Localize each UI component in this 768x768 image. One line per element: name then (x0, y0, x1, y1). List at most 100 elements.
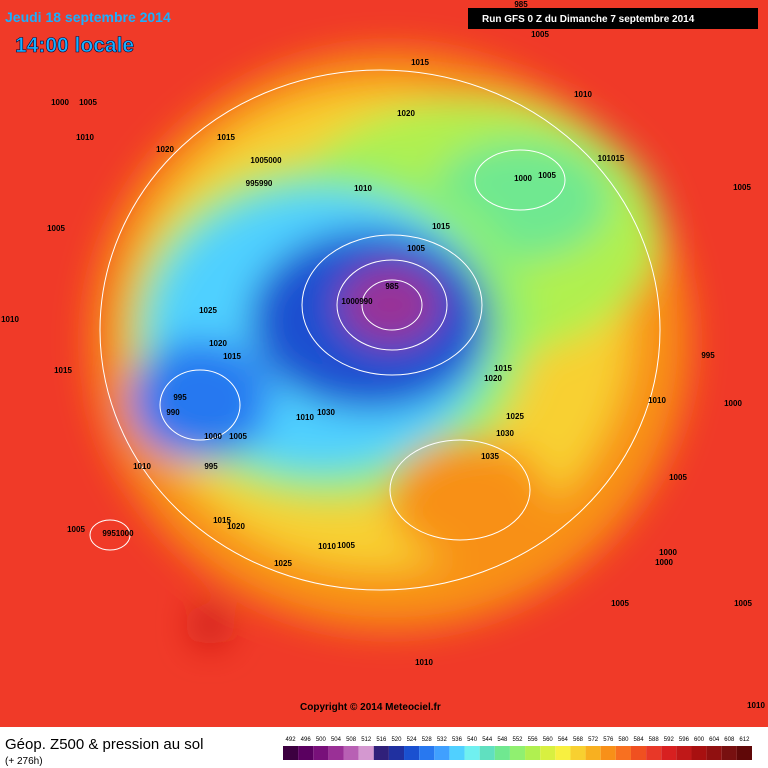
isobar-label: 1010 (574, 90, 592, 99)
isobar-label: 1030 (317, 408, 335, 417)
legend-level: 572 (588, 737, 599, 743)
legend-level: 500 (316, 737, 327, 743)
legend-level: 540 (467, 737, 478, 743)
legend-swatch (283, 746, 299, 760)
legend-level: 560 (543, 737, 554, 743)
isobar-label: 1005 (531, 30, 549, 39)
legend-swatch (585, 746, 601, 760)
legend-level: 596 (679, 737, 690, 743)
date: Jeudi 18 septembre 2014 (5, 9, 171, 25)
isobar-label: 1000990 (341, 297, 373, 306)
legend-level: 496 (301, 737, 312, 743)
isobar-label: 1005 (47, 224, 65, 233)
isobar-label: 1010 (1, 315, 19, 324)
isobar-label: 1005 (733, 183, 751, 192)
isobar-label: 1005 (337, 541, 355, 550)
legend-swatch (509, 746, 526, 760)
legend-level: 508 (346, 737, 357, 743)
isobar-label: 1015 (411, 58, 429, 67)
isobar-label: 1005 (79, 98, 97, 107)
legend-level: 564 (558, 737, 569, 743)
legend-level: 588 (649, 737, 660, 743)
isobar-label: 1010 (296, 413, 314, 422)
footer-lead: (+ 276h) (5, 756, 43, 767)
isobar-label: 985 (514, 0, 528, 9)
legend-swatch (494, 746, 510, 760)
legend-swatch (706, 746, 722, 760)
isobar-label: 1000 (724, 399, 742, 408)
legend-swatch (615, 746, 631, 760)
run-box (468, 8, 758, 29)
legend-level: 580 (618, 737, 629, 743)
legend-level: 576 (603, 737, 614, 743)
isobar-label: 1010 (76, 133, 94, 142)
isobar-label: 1020 (209, 339, 227, 348)
isobar-label: 1005000 (250, 156, 282, 165)
legend-swatch (298, 746, 314, 760)
isobar-label: 1000 (655, 558, 673, 567)
legend-level: 544 (482, 737, 493, 743)
isobar-label: 1025 (506, 412, 524, 421)
isobar-label: 1015 (494, 364, 512, 373)
legend-swatch (570, 746, 586, 760)
legend-level: 592 (664, 737, 675, 743)
isobar-label: 1010 (318, 542, 336, 551)
isobar-label: 1000 (51, 98, 69, 107)
legend-level: 584 (634, 737, 645, 743)
isobar-label: 1025 (199, 306, 217, 315)
legend-level: 492 (286, 737, 297, 743)
isobar-label: 1035 (481, 452, 499, 461)
legend-swatch (630, 746, 647, 760)
legend-swatch (313, 746, 329, 760)
legend-swatch (600, 746, 616, 760)
isobar-label: 1015 (217, 133, 235, 142)
isobar-label: 1020 (156, 145, 174, 154)
isobar-label: 1005 (538, 171, 556, 180)
legend-swatch (691, 746, 707, 760)
legend-level: 604 (709, 737, 720, 743)
legend-level: 512 (361, 737, 372, 743)
isobar-label: 1005 (67, 525, 85, 534)
isobar-label: 1000 (204, 432, 222, 441)
legend-swatch (721, 746, 737, 760)
isobar-label: 1010 (747, 701, 765, 710)
legend-swatch (373, 746, 389, 760)
isobar-label: 1030 (496, 429, 514, 438)
isobar-label: 1005 (611, 599, 629, 608)
legend-level: 516 (376, 737, 387, 743)
isobar-label: 1005 (734, 599, 752, 608)
legend-level: 600 (694, 737, 705, 743)
isobar-label: 1015 (54, 366, 72, 375)
legend-swatch (449, 746, 465, 760)
isobar-label: 990 (166, 408, 180, 417)
legend-swatch (676, 746, 692, 760)
legend-swatch (479, 746, 495, 760)
legend-swatch (464, 746, 480, 760)
legend-level: 504 (331, 737, 342, 743)
legend-level: 568 (573, 737, 584, 743)
legend-swatch (736, 746, 752, 760)
isobar-label: 101015 (598, 154, 625, 163)
isobar-label: 1010 (133, 462, 151, 471)
legend-swatch (419, 746, 435, 760)
legend-swatch (555, 746, 571, 760)
isobar-label: 1020 (484, 374, 502, 383)
legend-level: 608 (724, 737, 735, 743)
legend-swatch (434, 746, 450, 760)
isobar-label: 9951000 (102, 529, 134, 538)
isobar-label: 1015 (432, 222, 450, 231)
legend-swatch (358, 746, 374, 760)
legend-level: 520 (391, 737, 402, 743)
run: Run GFS 0 Z du Dimanche 7 septembre 2014 (482, 14, 695, 25)
legend-swatch (343, 746, 359, 760)
footer-title: Géop. Z500 & pression au sol (5, 736, 203, 753)
isobar-label: 1015 (213, 516, 231, 525)
legend-level: 532 (437, 737, 448, 743)
legend-level: 548 (497, 737, 508, 743)
legend-swatch (404, 746, 420, 760)
legend-level: 528 (422, 737, 433, 743)
isobar-label: 1015 (223, 352, 241, 361)
isobar-label: 1005 (407, 244, 425, 253)
isobar-label: 1000 (659, 548, 677, 557)
